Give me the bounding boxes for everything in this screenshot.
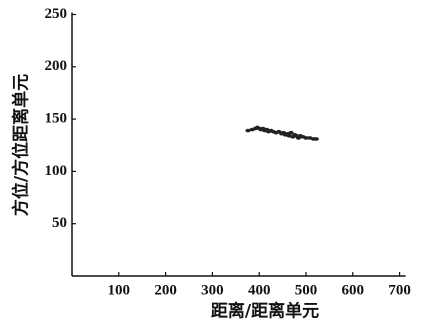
chart: 距离/距离单元 方位/方位距离单元 50 100 150 200 250 100 200 30… [0, 0, 424, 326]
x-axis-label: 距离/距离单元 [211, 301, 319, 322]
x-tick-label: 500 [295, 282, 318, 298]
x-tick-label: 400 [248, 282, 271, 298]
x-tick-label: 100 [108, 282, 131, 298]
x-tick-label: 300 [201, 282, 224, 298]
page: {"chart_data": {"type": "scatter", "xlab… [0, 0, 424, 326]
y-tick-label: 150 [45, 111, 68, 127]
y-tick-label: 250 [45, 6, 68, 22]
y-axis-label: 方位/方位距离单元 [11, 74, 32, 216]
y-tick-label: 200 [45, 58, 68, 74]
x-tick-label: 200 [154, 282, 177, 298]
x-tick-label: 600 [342, 282, 365, 298]
point [314, 137, 319, 141]
x-tick-label: 700 [388, 282, 411, 298]
y-tick-label: 50 [52, 215, 67, 231]
y-tick-label: 100 [45, 163, 68, 179]
